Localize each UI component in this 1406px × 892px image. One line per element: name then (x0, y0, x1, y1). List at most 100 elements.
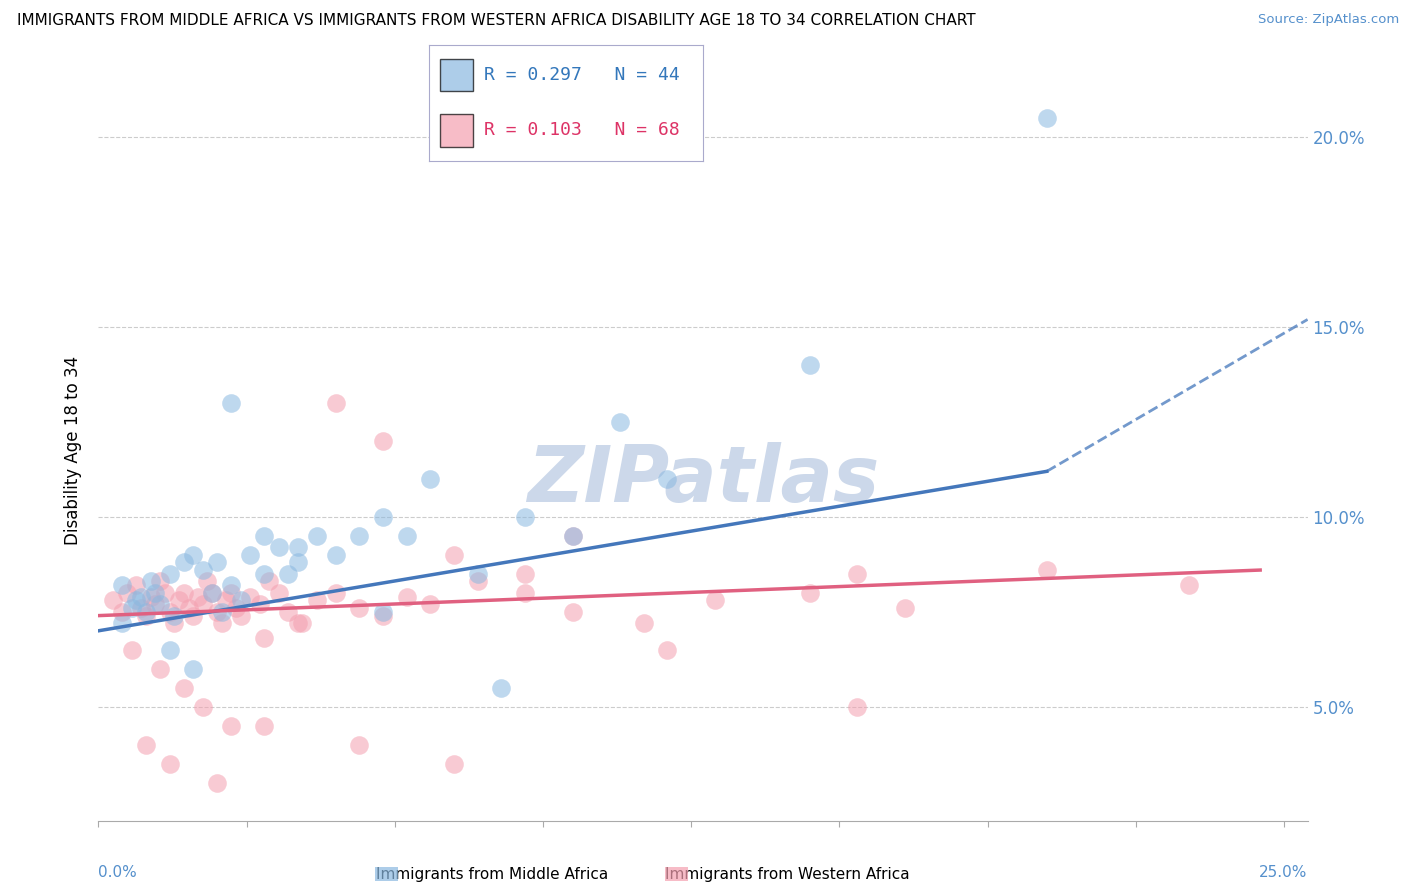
Point (129, 601, 152, 615)
Point (229, 593, 252, 607)
Point (277, 566, 299, 581)
Point (139, 574, 162, 589)
Point (371, 509, 394, 524)
FancyBboxPatch shape (440, 59, 472, 91)
Point (219, 396, 242, 410)
Point (515, 509, 537, 524)
Point (305, 593, 328, 607)
FancyBboxPatch shape (440, 114, 472, 146)
Point (1178, 578, 1201, 592)
Point (111, 578, 134, 592)
Point (205, 605, 228, 619)
Point (135, 605, 157, 619)
Point (347, 529, 370, 543)
Point (225, 601, 247, 615)
Point (257, 574, 280, 589)
Point (111, 616, 134, 631)
Point (219, 586, 242, 600)
Point (219, 578, 242, 592)
Point (149, 597, 172, 611)
Point (125, 593, 148, 607)
Point (657, 642, 679, 657)
Point (1036, 563, 1059, 577)
Point (191, 563, 214, 577)
Point (201, 586, 224, 600)
Point (325, 396, 347, 410)
Text: Immigrants from Middle Africa: Immigrants from Middle Africa (375, 867, 609, 882)
Point (561, 529, 583, 543)
Text: R = 0.103   N = 68: R = 0.103 N = 68 (484, 121, 679, 139)
Text: IMMIGRANTS FROM MIDDLE AFRICA VS IMMIGRANTS FROM WESTERN AFRICA DISABILITY AGE 1: IMMIGRANTS FROM MIDDLE AFRICA VS IMMIGRA… (17, 13, 976, 29)
Point (181, 662, 204, 676)
Point (703, 593, 725, 607)
Point (173, 556, 195, 570)
Point (211, 605, 233, 619)
Point (135, 738, 157, 752)
Point (205, 556, 228, 570)
Point (287, 541, 309, 555)
Point (305, 529, 328, 543)
Point (467, 566, 489, 581)
Point (201, 586, 224, 600)
Point (219, 719, 242, 733)
Point (287, 616, 309, 631)
Point (149, 662, 172, 676)
Text: ZIPatlas: ZIPatlas (527, 442, 879, 518)
Point (211, 616, 233, 631)
Point (267, 541, 290, 555)
Point (371, 605, 394, 619)
Point (799, 586, 821, 600)
Point (799, 358, 821, 372)
Point (633, 616, 655, 631)
Point (395, 529, 418, 543)
Point (846, 699, 869, 714)
Text: 25.0%: 25.0% (1260, 865, 1308, 880)
Point (253, 566, 276, 581)
Point (419, 472, 441, 486)
Point (191, 699, 214, 714)
Point (177, 601, 200, 615)
Point (135, 608, 157, 623)
Text: Source: ZipAtlas.com: Source: ZipAtlas.com (1258, 13, 1399, 27)
Point (121, 642, 143, 657)
Point (657, 472, 679, 486)
Point (115, 586, 138, 600)
Point (515, 586, 537, 600)
Point (277, 605, 299, 619)
Point (371, 434, 394, 448)
Point (159, 566, 181, 581)
Point (443, 548, 465, 562)
Point (239, 548, 262, 562)
Point (561, 605, 583, 619)
Point (149, 574, 172, 589)
Point (181, 608, 204, 623)
Point (325, 548, 347, 562)
Point (846, 566, 869, 581)
Point (173, 681, 195, 695)
Point (253, 529, 276, 543)
Point (143, 586, 166, 600)
Text: R = 0.297   N = 44: R = 0.297 N = 44 (484, 66, 679, 84)
Point (893, 601, 915, 615)
Point (143, 597, 166, 611)
Point (173, 586, 195, 600)
Point (215, 593, 238, 607)
Point (229, 608, 252, 623)
Point (121, 601, 143, 615)
Point (129, 590, 152, 604)
Point (443, 756, 465, 771)
Point (125, 578, 148, 592)
Point (139, 590, 162, 604)
Point (153, 586, 176, 600)
Point (371, 608, 394, 623)
Point (167, 593, 190, 607)
Point (181, 548, 204, 562)
Point (205, 775, 228, 789)
Point (253, 632, 276, 646)
Point (467, 574, 489, 589)
Point (561, 529, 583, 543)
Point (159, 756, 181, 771)
Point (347, 601, 370, 615)
Point (419, 597, 441, 611)
Point (101, 593, 124, 607)
